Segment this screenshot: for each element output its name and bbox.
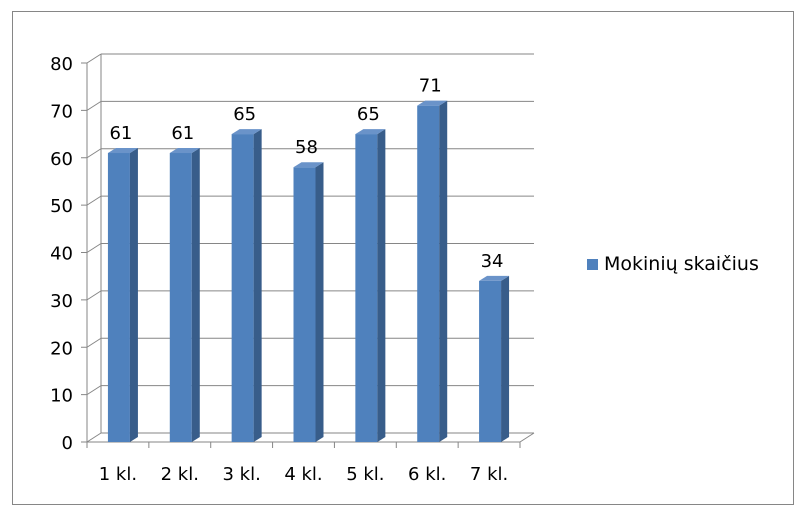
x-tick-label: 6 kl. [408,464,446,485]
bar-front [169,153,192,442]
gridline-depth [86,337,102,348]
x-tick-label: 4 kl. [284,464,322,485]
data-label: 65 [357,104,380,125]
bar-side [315,162,324,442]
bar-side [191,148,200,442]
bar-front [293,167,316,442]
bar [355,129,386,442]
y-tick-label: 20 [50,338,73,359]
bar-top [417,100,448,106]
bar-front [479,280,502,442]
bar-top [479,275,510,281]
legend-swatch [587,258,598,270]
bar-top [169,148,200,154]
bar [231,129,262,442]
data-label: 65 [233,104,256,125]
gridline-depth [86,195,102,206]
data-label: 58 [295,137,318,158]
bar [417,100,448,442]
chart-frame [12,11,794,505]
legend-label: Mokinių skaičius [604,253,759,275]
gridline-depth [86,53,102,64]
y-tick-label: 10 [50,386,73,407]
x-tick-label: 2 kl. [161,464,199,485]
bar-front [107,153,130,442]
y-tick-label: 30 [50,291,73,312]
bar-top [355,129,386,135]
x-tick-label: 7 kl. [470,464,508,485]
bar-side [253,129,262,442]
gridline-depth [86,432,102,443]
bar-side [129,148,138,442]
data-label: 71 [419,76,442,97]
x-tick-label: 1 kl. [99,464,137,485]
bar [169,148,200,442]
gridline-depth [86,290,102,301]
x-tick-label: 3 kl. [222,464,260,485]
data-label: 61 [171,123,194,144]
bar-front [417,105,440,442]
bar-front [355,134,378,442]
y-tick-label: 40 [50,244,73,265]
y-tick-label: 60 [50,149,73,170]
bar-side [439,100,448,442]
floor-edge [519,432,535,443]
bar-side [501,275,510,442]
data-label: 61 [109,123,132,144]
y-tick-label: 80 [50,54,73,75]
gridline-depth [86,243,102,253]
y-tick-label: 70 [50,101,73,122]
gridline-depth [86,148,102,159]
legend: Mokinių skaičius [587,253,759,275]
bar-front [231,134,254,442]
bar [479,275,510,442]
bar-top [231,129,262,135]
gridline-depth [86,385,102,396]
bar [107,148,138,442]
bar-side [377,129,386,442]
data-label: 34 [481,251,504,272]
gridline-depth [86,100,102,111]
x-tick-label: 5 kl. [346,464,384,485]
bar-top [293,162,324,168]
y-tick-label: 0 [62,433,73,454]
bar-top [107,148,138,154]
bar [293,162,324,442]
y-tick-label: 50 [50,196,73,217]
